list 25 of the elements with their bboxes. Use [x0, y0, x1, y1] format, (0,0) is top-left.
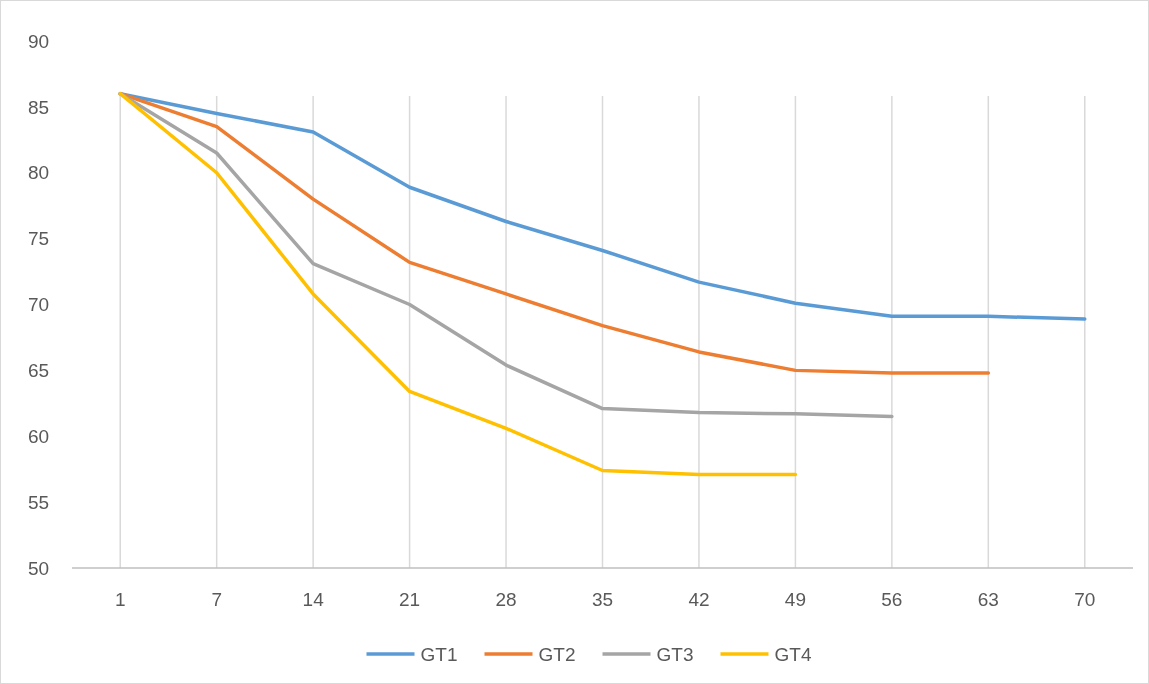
y-tick-label: 70 — [28, 294, 50, 316]
legend-label: GT1 — [420, 643, 458, 665]
x-tick-label: 14 — [302, 589, 325, 610]
x-tick-label: 28 — [495, 589, 517, 610]
x-tick-label: 56 — [881, 589, 903, 610]
x-tick-label: 7 — [211, 589, 222, 610]
y-tick-label: 75 — [28, 228, 50, 250]
y-tick-label: 80 — [28, 162, 50, 184]
x-tick-label: 70 — [1074, 589, 1096, 610]
y-tick-label: 65 — [28, 360, 50, 382]
x-tick-label: 49 — [784, 589, 806, 610]
y-tick-label: 90 — [28, 30, 50, 52]
x-tick-label: 1 — [114, 589, 126, 610]
legend-label: GT2 — [538, 643, 576, 665]
y-tick-label: 60 — [28, 425, 50, 447]
x-tick-label: 21 — [399, 589, 421, 610]
x-tick-label: 63 — [977, 589, 999, 610]
y-tick-label: 55 — [28, 491, 50, 513]
line-series — [118, 91, 798, 477]
x-tick-label: 42 — [688, 589, 710, 610]
y-tick-label: 85 — [28, 96, 50, 118]
y-tick-label: 50 — [28, 557, 50, 579]
legend-label: GT4 — [774, 643, 812, 665]
x-tick-label: 35 — [591, 589, 614, 610]
legend-label: GT3 — [656, 643, 694, 665]
